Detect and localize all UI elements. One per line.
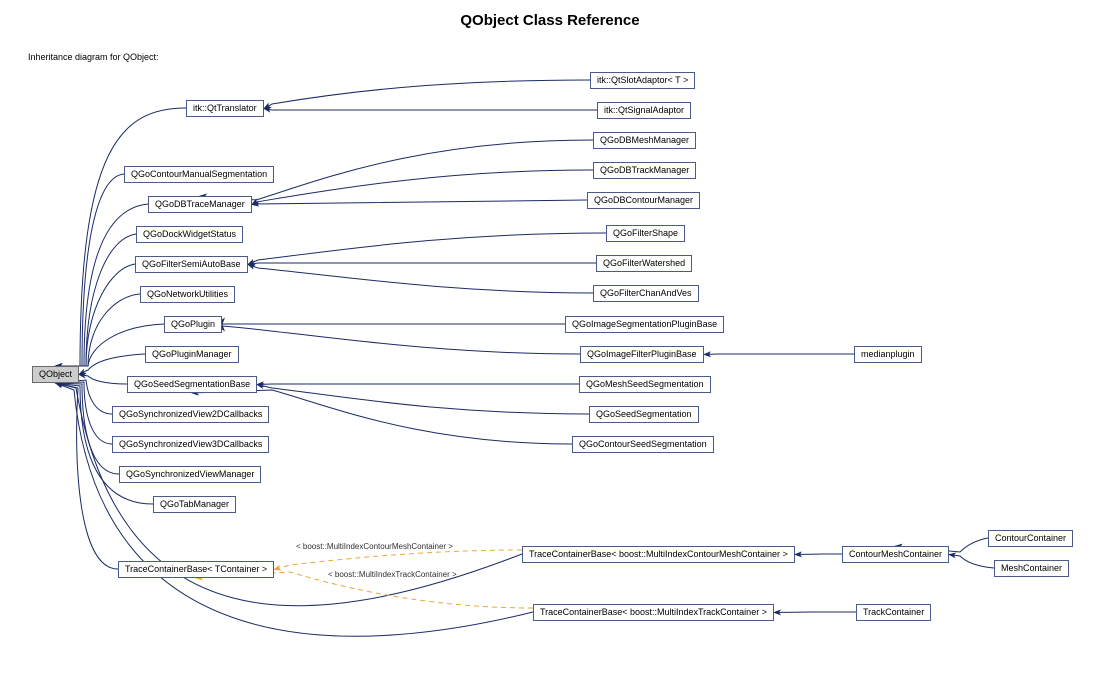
edge-label-meshlabel: < boost::MultiIndexContourMeshContainer …	[296, 542, 453, 551]
edge	[274, 550, 522, 570]
node-QGoSynchronizedView2DCallbacks[interactable]: QGoSynchronizedView2DCallbacks	[112, 406, 269, 423]
edge	[56, 264, 136, 366]
edge	[257, 384, 579, 385]
edge	[56, 204, 149, 366]
node-QGoDBTrackManager[interactable]: QGoDBTrackManager	[593, 162, 696, 179]
node-TraceContainerBaseTrack[interactable]: TraceContainerBase< boost::MultiIndexTra…	[533, 604, 774, 621]
edge	[222, 325, 580, 355]
node-QGoDBTraceManager[interactable]: QGoDBTraceManager	[148, 196, 252, 213]
edge	[949, 555, 994, 569]
node-QGoFilterShape[interactable]: QGoFilterShape	[606, 225, 685, 242]
edge	[252, 200, 587, 205]
node-QGoFilterSemiAutoBase[interactable]: QGoFilterSemiAutoBase	[135, 256, 248, 273]
node-QGoImageSegmentationPluginBase[interactable]: QGoImageSegmentationPluginBase	[565, 316, 724, 333]
node-QGoDBMeshManager[interactable]: QGoDBMeshManager	[593, 132, 696, 149]
edge	[222, 324, 565, 325]
node-QGoPlugin[interactable]: QGoPlugin	[164, 316, 222, 333]
node-QGoImageFilterPluginBase[interactable]: QGoImageFilterPluginBase	[580, 346, 704, 363]
node-TraceContainerBaseT[interactable]: TraceContainerBase< TContainer >	[118, 561, 274, 578]
edge	[79, 354, 145, 375]
node-QGoDBContourManager[interactable]: QGoDBContourManager	[587, 192, 700, 209]
node-QtSlotAdaptor[interactable]: itk::QtSlotAdaptor< T >	[590, 72, 695, 89]
edge	[56, 174, 125, 366]
node-QGoPluginManager[interactable]: QGoPluginManager	[145, 346, 239, 363]
edge	[704, 354, 854, 355]
edge	[248, 233, 606, 265]
node-MeshContainer[interactable]: MeshContainer	[994, 560, 1069, 577]
node-QGoTabManager[interactable]: QGoTabManager	[153, 496, 236, 513]
edge	[248, 263, 596, 265]
edge	[56, 234, 137, 366]
edge-label-tracklabel: < boost::MultiIndexTrackContainer >	[328, 570, 457, 579]
node-QGoFilterWatershed[interactable]: QGoFilterWatershed	[596, 255, 692, 272]
node-TraceContainerBaseMesh[interactable]: TraceContainerBase< boost::MultiIndexCon…	[522, 546, 795, 563]
node-QObject[interactable]: QObject	[32, 366, 79, 383]
node-QGoSynchronizedView3DCallbacks[interactable]: QGoSynchronizedView3DCallbacks	[112, 436, 269, 453]
edge	[252, 170, 593, 205]
node-QGoSeedSegmentationBase[interactable]: QGoSeedSegmentationBase	[127, 376, 257, 393]
edge	[264, 80, 590, 109]
node-QtTranslator[interactable]: itk::QtTranslator	[186, 100, 264, 117]
edge	[257, 385, 589, 415]
node-QGoSeedSegmentation[interactable]: QGoSeedSegmentation	[589, 406, 699, 423]
edge	[248, 265, 593, 294]
node-medianplugin[interactable]: medianplugin	[854, 346, 922, 363]
node-QGoMeshSeedSegmentation[interactable]: QGoMeshSeedSegmentation	[579, 376, 711, 393]
edge	[264, 109, 597, 111]
node-ContourContainer[interactable]: ContourContainer	[988, 530, 1073, 547]
node-QGoFilterChanAndVes[interactable]: QGoFilterChanAndVes	[593, 285, 699, 302]
node-TrackContainer[interactable]: TrackContainer	[856, 604, 931, 621]
node-QtSignalAdaptor[interactable]: itk::QtSignalAdaptor	[597, 102, 691, 119]
node-QGoNetworkUtilities[interactable]: QGoNetworkUtilities	[140, 286, 235, 303]
node-QGoContourManualSegmentation[interactable]: QGoContourManualSegmentation	[124, 166, 274, 183]
node-QGoDockWidgetStatus[interactable]: QGoDockWidgetStatus	[136, 226, 243, 243]
node-QGoContourSeedSegmentation[interactable]: QGoContourSeedSegmentation	[572, 436, 714, 453]
node-ContourMeshContainer[interactable]: ContourMeshContainer	[842, 546, 949, 563]
node-QGoSynchronizedViewManager[interactable]: QGoSynchronizedViewManager	[119, 466, 261, 483]
edge	[795, 554, 842, 555]
edge	[774, 612, 856, 613]
